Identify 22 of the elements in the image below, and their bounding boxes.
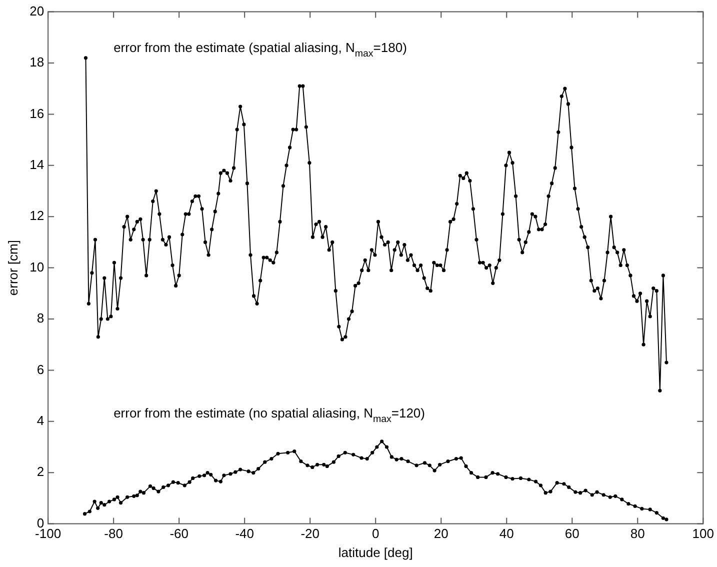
x-tick-label: 20 bbox=[434, 526, 448, 542]
y-tick-label: 12 bbox=[30, 208, 44, 224]
y-tick-label: 8 bbox=[36, 310, 44, 326]
x-tick-label: 0 bbox=[372, 526, 380, 542]
y-axis-title: error [cm] bbox=[5, 240, 20, 296]
y-tick-label: 2 bbox=[36, 464, 44, 480]
y-tick-label: 18 bbox=[30, 54, 44, 70]
x-tick-label: 80 bbox=[630, 526, 645, 542]
y-tick-label: 10 bbox=[30, 259, 44, 274]
y-tick-label: 6 bbox=[36, 362, 44, 377]
x-tick-label: -60 bbox=[170, 526, 188, 542]
x-tick-label: -80 bbox=[104, 526, 123, 542]
x-tick-label: 60 bbox=[564, 526, 580, 542]
y-tick-label: 16 bbox=[30, 106, 44, 121]
x-tick-label: 100 bbox=[692, 526, 714, 542]
y-tick-label: 4 bbox=[36, 412, 44, 428]
x-tick-label: -40 bbox=[235, 526, 254, 542]
x-axis-title: latitude [deg] bbox=[338, 544, 413, 560]
x-tick-label: 40 bbox=[499, 526, 514, 542]
y-tick-label: 14 bbox=[30, 156, 44, 172]
x-tick-label: -20 bbox=[300, 526, 320, 542]
y-tick-label: 20 bbox=[30, 3, 44, 18]
